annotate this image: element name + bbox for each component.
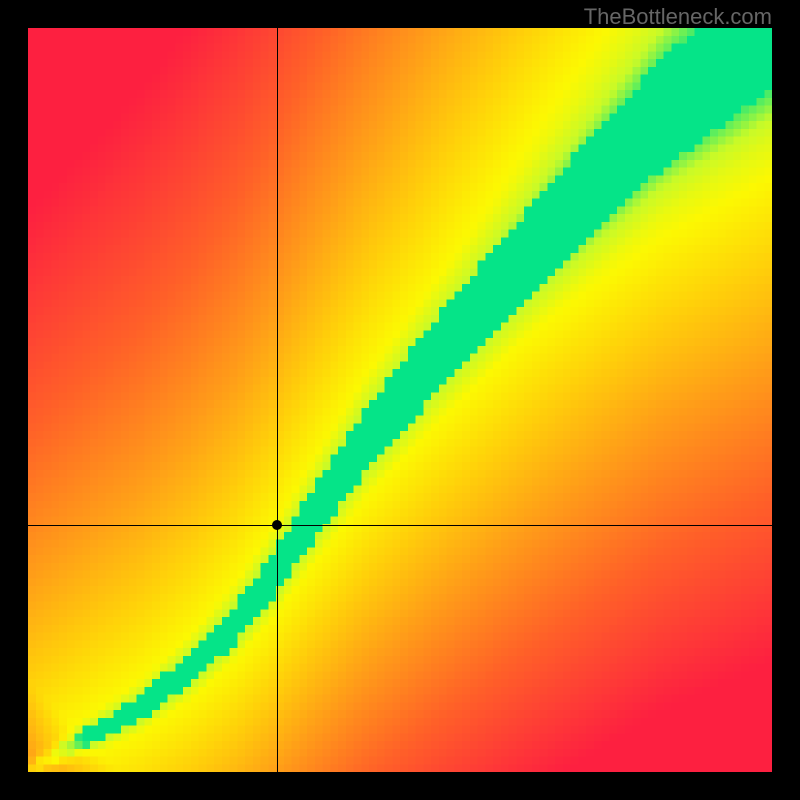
- crosshair-horizontal-line: [28, 525, 772, 526]
- crosshair-vertical-line: [277, 28, 278, 772]
- crosshair-dot: [272, 520, 282, 530]
- bottleneck-heatmap: [28, 28, 772, 772]
- watermark-text: TheBottleneck.com: [584, 4, 772, 30]
